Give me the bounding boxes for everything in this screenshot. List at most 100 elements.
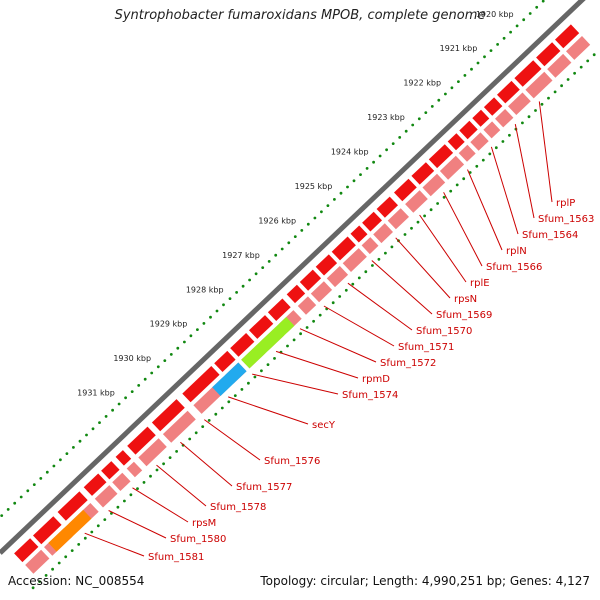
tick-dot (463, 74, 467, 77)
tick-dot (346, 185, 349, 189)
gene-label: Sfum_1572 (380, 358, 436, 369)
gene-arrow (127, 426, 156, 455)
tick-dot (476, 61, 480, 65)
tick-dot (96, 524, 100, 528)
tick-dot (85, 433, 88, 437)
cds-block (458, 144, 476, 162)
tick-dot (292, 338, 296, 342)
gene-labels: rplP Sfum_1563 Sfum_1564 rplN Sfum_1566 rplE r… (148, 198, 594, 563)
tick-dot (163, 359, 167, 362)
gene-arrow (536, 42, 561, 67)
tick-dot (313, 216, 317, 220)
tick-dot (280, 247, 284, 251)
tick-dot (306, 222, 310, 226)
tick-dot (130, 390, 134, 393)
gene-arrow (411, 162, 435, 185)
tick-dot (371, 264, 374, 267)
cds-block (470, 132, 489, 151)
tick-dot (6, 508, 10, 511)
sfum1576-highlight (212, 362, 247, 396)
gene-label: rplP (556, 198, 575, 209)
tick-dot (436, 202, 439, 205)
tick-dot (364, 270, 368, 274)
label-leader (180, 441, 233, 487)
gene-arrow (350, 225, 368, 243)
tick-dot (390, 245, 394, 249)
label-leader (467, 169, 503, 251)
tick-dot (57, 561, 61, 565)
tick-dot (104, 415, 108, 418)
cds-track (25, 36, 591, 574)
tick-dot (541, 0, 545, 3)
tick-dot (305, 326, 309, 329)
tick-dot (286, 344, 289, 348)
tick-dot (535, 5, 539, 9)
gene-arrow (483, 97, 503, 116)
tick-dot (424, 111, 428, 114)
gene-arrow (428, 144, 454, 169)
tick-dot (52, 464, 56, 468)
gene-track (14, 24, 580, 563)
label-leader (490, 146, 519, 235)
tick-dot (123, 499, 126, 503)
tick-dot (462, 177, 466, 181)
gene-label: Sfum_1580 (170, 534, 226, 545)
cds-block (361, 237, 379, 255)
tick-dot (553, 90, 557, 94)
tick-dot (515, 24, 519, 28)
tick-dot (72, 446, 75, 449)
kbp-label: 1927 kbp (222, 251, 260, 260)
kbp-label: 1930 kbp (113, 354, 151, 363)
tick-dot (534, 109, 537, 112)
genome-backbone (0, 0, 586, 555)
tick-dot (44, 574, 48, 577)
label-leader (228, 396, 309, 425)
tick-dot (227, 400, 231, 404)
tick-dot (32, 483, 36, 486)
gene-arrow (497, 80, 520, 104)
kbp-label: 1931 kbp (77, 389, 115, 398)
tick-dot (416, 220, 420, 224)
cds-block (387, 208, 409, 230)
label-leader (275, 350, 359, 379)
gene-arrow (394, 178, 417, 202)
tick-dot (150, 371, 154, 375)
cds-block (138, 438, 167, 467)
tick-dot (39, 477, 43, 480)
kbp-label: 1922 kbp (403, 79, 441, 88)
tick-dot (489, 49, 493, 52)
kbp-label: 1921 kbp (440, 44, 478, 53)
tick-dot (488, 152, 492, 156)
tick-dot (149, 474, 152, 478)
tick-dot (222, 303, 225, 307)
tick-dot (248, 278, 252, 282)
tick-dot (338, 295, 342, 298)
tick-dot (509, 30, 512, 34)
cds-block (495, 109, 514, 128)
cds-block (373, 223, 393, 244)
tick-dot (527, 115, 531, 119)
tick-dot (168, 456, 172, 459)
tick-dot (261, 266, 265, 269)
gene-arrow (555, 24, 580, 49)
tick-dot (333, 198, 336, 201)
gene-arrow (230, 333, 255, 357)
tick-dot (235, 291, 239, 294)
cds-block (25, 549, 50, 574)
label-leader (371, 260, 433, 315)
tick-dot (547, 96, 550, 100)
cds-block (439, 155, 465, 180)
gene-arrow (447, 133, 465, 151)
tick-dot (365, 167, 369, 170)
label-leader (204, 419, 261, 461)
tick-dot (202, 322, 206, 325)
tick-dot (483, 55, 486, 59)
gene-label: Sfum_1576 (264, 456, 320, 467)
tick-dot (274, 253, 278, 257)
tick-dot (214, 412, 218, 416)
inner-tick-dots (31, 53, 596, 590)
tick-dot (475, 164, 479, 168)
gene-label: Sfum_1569 (436, 310, 492, 321)
tick-dot (176, 346, 180, 350)
tick-dot (241, 284, 245, 288)
